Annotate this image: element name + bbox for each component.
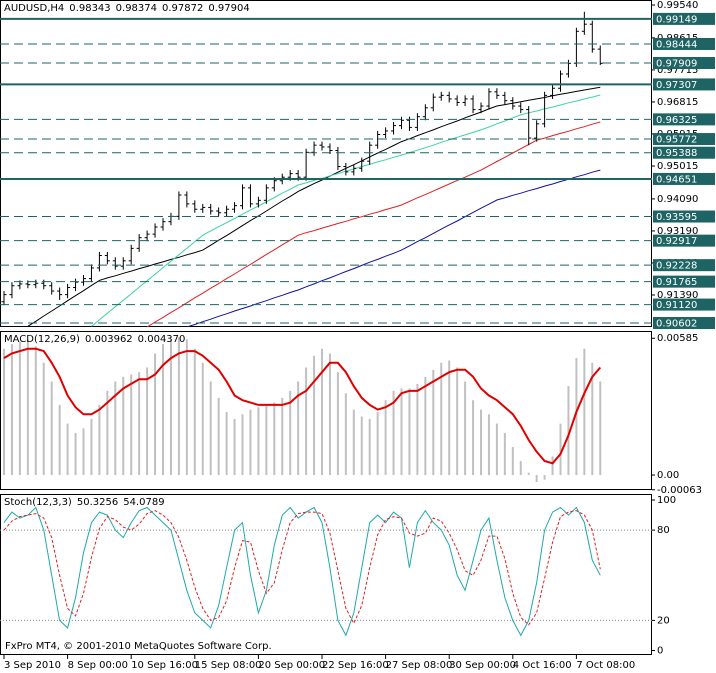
y-tick-label: -0.00063 bbox=[657, 485, 702, 496]
level-label: 0.98444 bbox=[656, 39, 697, 50]
indicator-header: AUDUSD,H4 0.98343 0.98374 0.97872 0.97904 bbox=[4, 3, 250, 14]
indicator-title: AUDUSD,H4 bbox=[4, 3, 64, 14]
level-label-box bbox=[653, 210, 715, 223]
level-label-box bbox=[653, 259, 715, 272]
indicator-title: MACD(12,26,9) bbox=[4, 334, 80, 345]
y-tick-label: 0.99540 bbox=[657, 0, 698, 11]
header-value: 0.98374 bbox=[116, 3, 157, 14]
level-label: 0.96325 bbox=[656, 115, 697, 126]
level-label-box bbox=[653, 317, 715, 330]
header-value: 54.0789 bbox=[123, 497, 164, 508]
level-label-box bbox=[653, 113, 715, 126]
x-tick-label: 27 Sep 08:00 bbox=[386, 660, 453, 671]
x-tick-label: 15 Sep 08:00 bbox=[195, 660, 262, 671]
level-label: 0.90602 bbox=[656, 319, 697, 330]
y-tick-label: 20 bbox=[657, 615, 670, 626]
stoch-panel bbox=[0, 494, 652, 655]
x-tick-label: 30 Sep 00:00 bbox=[449, 660, 516, 671]
x-tick-label: 22 Sep 16:00 bbox=[322, 660, 389, 671]
y-tick-label: 100 bbox=[657, 495, 676, 506]
y-tick-label: 80 bbox=[657, 525, 670, 536]
level-label-box bbox=[653, 133, 715, 146]
level-label: 0.95388 bbox=[656, 148, 697, 159]
y-tick-label: 0.93190 bbox=[657, 226, 698, 237]
level-label: 0.92917 bbox=[656, 236, 697, 247]
header-value: 0.97872 bbox=[162, 3, 203, 14]
x-tick-label: 4 Oct 16:00 bbox=[513, 660, 572, 671]
level-label: 0.97307 bbox=[656, 80, 697, 91]
level-label-box bbox=[653, 78, 715, 91]
main-panel bbox=[0, 0, 652, 327]
indicator-line bbox=[146, 121, 601, 327]
level-label: 0.92228 bbox=[656, 261, 697, 272]
level-label: 0.94651 bbox=[656, 174, 697, 185]
y-tick-label: 0.00585 bbox=[657, 333, 698, 344]
y-tick-label: 0.97715 bbox=[657, 65, 698, 76]
y-tick-label: 0.96815 bbox=[657, 97, 698, 108]
macd-panel bbox=[0, 331, 652, 490]
x-tick-label: 3 Sep 2010 bbox=[4, 660, 61, 671]
level-label-box bbox=[653, 298, 715, 311]
header-value: 50.3256 bbox=[77, 497, 118, 508]
header-value: 0.004370 bbox=[138, 334, 186, 345]
indicator-line bbox=[3, 347, 602, 465]
indicator-title: Stoch(12,3,3) bbox=[4, 497, 72, 508]
y-tick-label: 0.91390 bbox=[657, 290, 698, 301]
level-label-box bbox=[653, 172, 715, 185]
indicator-line bbox=[27, 86, 601, 327]
header-value: 0.97904 bbox=[208, 3, 249, 14]
level-label: 0.91765 bbox=[656, 277, 697, 288]
level-label: 0.95772 bbox=[656, 135, 697, 146]
level-label: 0.99149 bbox=[656, 14, 697, 25]
indicator-line bbox=[3, 506, 601, 637]
level-label-box bbox=[653, 146, 715, 159]
level-label-box bbox=[653, 275, 715, 288]
level-label-box bbox=[653, 37, 715, 50]
level-label: 0.91120 bbox=[656, 300, 697, 311]
level-label-box bbox=[653, 57, 715, 70]
y-tick-label: 0.95015 bbox=[657, 161, 698, 172]
y-tick-label: 0.94090 bbox=[657, 194, 698, 205]
header-value: 0.98343 bbox=[69, 3, 110, 14]
indicator-line bbox=[3, 510, 601, 626]
x-tick-label: 7 Oct 08:00 bbox=[576, 660, 635, 671]
x-tick-label: 8 Sep 00:00 bbox=[68, 660, 128, 671]
x-tick-label: 20 Sep 00:00 bbox=[258, 660, 325, 671]
level-label-box bbox=[653, 234, 715, 247]
x-tick-label: 10 Sep 16:00 bbox=[131, 660, 198, 671]
indicator-header: Stoch(12,3,3) 50.3256 54.0789 bbox=[4, 497, 165, 508]
level-label: 0.93595 bbox=[656, 212, 697, 223]
indicator-header: MACD(12,26,9) 0.003962 0.004370 bbox=[4, 334, 185, 345]
y-tick-label: 0 bbox=[657, 645, 663, 656]
copyright: FxPro MT4, © 2001-2010 MetaQuotes Softwa… bbox=[5, 641, 272, 652]
header-value: 0.003962 bbox=[85, 334, 133, 345]
level-label-box bbox=[653, 12, 715, 25]
y-tick-label: 0.00 bbox=[657, 470, 679, 481]
level-label: 0.97909 bbox=[656, 59, 697, 70]
